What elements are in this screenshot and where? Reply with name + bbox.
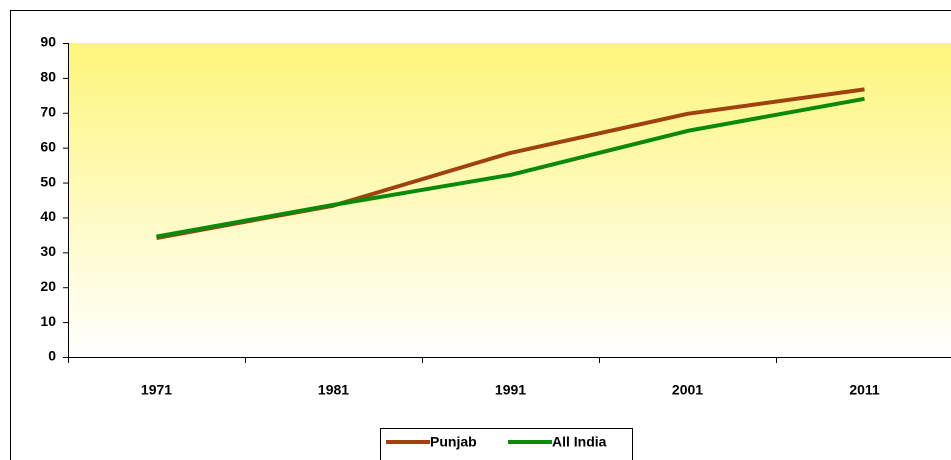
y-tick-label: 20 — [40, 278, 56, 294]
y-tick-label: 10 — [40, 313, 56, 329]
x-tick-label: 2001 — [672, 382, 703, 398]
y-tick-label: 70 — [40, 103, 56, 119]
x-tick-label: 1971 — [141, 382, 172, 398]
y-tick-label: 60 — [40, 138, 56, 154]
x-tick-label: 1991 — [495, 382, 526, 398]
legend-label: All India — [552, 434, 607, 450]
line-series — [156, 96, 865, 239]
x-tick-label: 1981 — [318, 382, 349, 398]
legend-label: Punjab — [430, 434, 477, 450]
y-tick-label: 0 — [48, 348, 56, 364]
y-tick-label: 90 — [40, 34, 56, 50]
y-tick-label: 80 — [40, 69, 56, 85]
y-tick-label: 40 — [40, 208, 56, 224]
legend — [380, 428, 633, 460]
y-tick-label: 30 — [40, 243, 56, 259]
y-tick-label: 50 — [40, 173, 56, 189]
plot-area — [68, 43, 951, 357]
x-tick-label: 2011 — [849, 382, 880, 398]
